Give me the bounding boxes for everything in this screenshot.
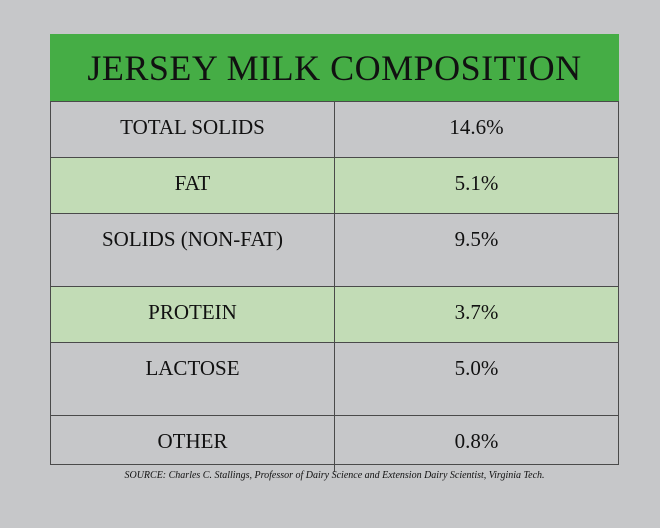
composition-table: JERSEY MILK COMPOSITION TOTAL SOLIDS 14.6… xyxy=(50,34,619,472)
row-label: TOTAL SOLIDS xyxy=(51,102,335,157)
table-row: PROTEIN 3.7% xyxy=(51,286,618,342)
row-value: 9.5% xyxy=(454,227,499,251)
table-row: FAT 5.1% xyxy=(51,157,618,213)
row-label: LACTOSE xyxy=(51,343,335,415)
table-row: TOTAL SOLIDS 14.6% xyxy=(51,101,618,157)
table-title: JERSEY MILK COMPOSITION xyxy=(50,34,619,101)
row-label: FAT xyxy=(51,158,335,213)
row-label: SOLIDS (NON-FAT) xyxy=(51,214,335,286)
row-value: 0.8% xyxy=(454,429,499,453)
table-row: SOLIDS (NON-FAT) 9.5% xyxy=(51,213,618,286)
row-value: 5.1% xyxy=(454,171,499,195)
table-row: LACTOSE 5.0% xyxy=(51,342,618,415)
row-label: OTHER xyxy=(51,416,335,472)
row-value: 5.0% xyxy=(454,356,499,380)
source-note: SOURCE: Charles C. Stallings, Professor … xyxy=(124,470,545,481)
row-label: PROTEIN xyxy=(51,287,335,342)
row-value: 14.6% xyxy=(449,115,504,139)
row-value: 3.7% xyxy=(454,300,499,324)
table-row: OTHER 0.8% xyxy=(51,415,618,472)
table-body: TOTAL SOLIDS 14.6% FAT 5.1% SOLIDS (NON-FAT)… xyxy=(51,101,618,472)
